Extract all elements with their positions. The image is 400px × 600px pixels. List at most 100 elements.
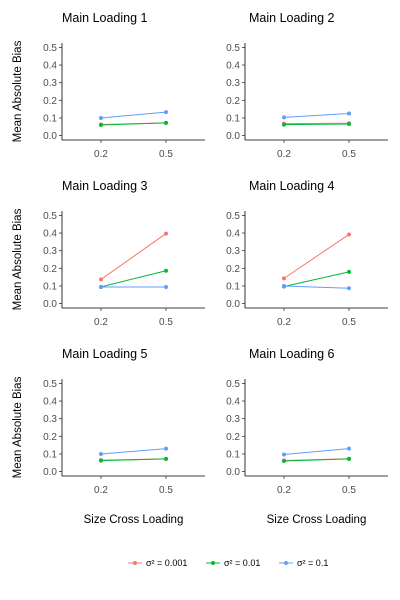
series-line [283,458,350,462]
y-tick-label: 0.1 [43,113,57,124]
facet-panel: Main Loading 3 0.0 0.1 0.2 0.3 0.4 0.5 0.2 0.5 [43,179,205,328]
series-line [283,285,350,289]
series-line [100,122,167,126]
facet-title: Main Loading 5 [62,347,148,361]
x-tick-label: 0.2 [94,485,108,496]
data-point [164,231,168,236]
y-tick-label: 0.3 [43,414,57,425]
y-tick-label: 0.5 [226,379,240,390]
y-tick-label: 0.2 [43,432,57,443]
data-point [99,277,103,282]
series-line [283,113,350,118]
series-line [283,448,350,455]
series-line [100,233,167,280]
data-point [347,286,351,291]
data-point [164,268,168,273]
y-tick-label: 0.0 [226,467,240,478]
y-tick-label: 0.0 [43,131,57,142]
x-tick-label: 0.2 [277,317,291,328]
facet-title: Main Loading 3 [62,179,148,193]
data-point [164,446,168,451]
legend-label: σ² = 0.001 [146,558,187,568]
y-axis-title: Mean Absolute Bias [12,208,24,310]
series-line [283,123,350,126]
data-point [282,276,286,281]
x-tick-label: 0.2 [94,149,108,160]
data-point [347,232,351,237]
facet-panel: Main Loading 4 0.0 0.1 0.2 0.3 0.4 0.5 0.2 0.5 [226,179,388,328]
legend-label: σ² = 0.01 [224,558,260,568]
x-tick-label: 0.2 [277,149,291,160]
facet-title: Main Loading 4 [249,179,335,193]
x-tick-label: 0.5 [159,149,173,160]
data-point [347,456,351,461]
facet-panel: Main Loading 1 0.0 0.1 0.2 0.3 0.4 0.5 0.2 0.5 [43,11,205,160]
facet-panel: Main Loading 5 0.0 0.1 0.2 0.3 0.4 0.5 0.2 0.5 [43,347,205,496]
data-point [99,458,103,463]
x-axis-title: Size Cross Loading [84,514,184,526]
data-point [347,269,351,274]
data-point [282,283,286,288]
y-tick-label: 0.3 [43,246,57,257]
series-line [283,271,350,287]
x-tick-label: 0.2 [94,317,108,328]
series-line [100,111,167,119]
data-point [282,452,286,457]
x-axis-title: Size Cross Loading [267,514,367,526]
x-tick-label: 0.5 [342,149,356,160]
data-point [99,285,103,290]
y-tick-label: 0.3 [226,246,240,257]
facet-panel: Main Loading 2 0.0 0.1 0.2 0.3 0.4 0.5 0.2 0.5 [226,11,388,160]
legend-item: σ² = 0.1 [279,558,328,568]
facet-title: Main Loading 6 [249,347,335,361]
series-line [100,448,167,455]
y-tick-label: 0.3 [226,78,240,89]
y-tick-label: 0.5 [226,43,240,54]
y-tick-label: 0.4 [226,397,240,408]
data-point [347,121,351,126]
y-tick-label: 0.1 [226,113,240,124]
y-tick-label: 0.2 [226,264,240,275]
y-tick-label: 0.4 [43,229,57,240]
data-point [164,110,168,115]
facet-panel: Main Loading 6 0.0 0.1 0.2 0.3 0.4 0.5 0.2 0.5 [226,347,388,496]
legend-key-point [284,561,288,565]
y-tick-label: 0.3 [43,78,57,89]
x-tick-label: 0.5 [342,485,356,496]
y-tick-label: 0.1 [226,449,240,460]
data-point [99,123,103,128]
y-tick-label: 0.3 [226,414,240,425]
data-point [164,456,168,461]
y-tick-label: 0.5 [43,43,57,54]
data-point [282,459,286,464]
y-tick-label: 0.0 [43,299,57,310]
y-tick-label: 0.5 [226,211,240,222]
y-tick-label: 0.2 [226,432,240,443]
y-axis-title: Mean Absolute Bias [12,40,24,142]
y-tick-label: 0.2 [226,96,240,107]
legend-label: σ² = 0.1 [297,558,328,568]
y-tick-label: 0.4 [43,397,57,408]
x-tick-label: 0.5 [159,485,173,496]
y-tick-label: 0.1 [226,281,240,292]
y-tick-label: 0.2 [43,96,57,107]
y-tick-label: 0.0 [226,131,240,142]
y-tick-label: 0.5 [43,211,57,222]
data-point [164,285,168,290]
series-line [283,234,350,279]
series-line [100,458,167,462]
data-point [99,451,103,456]
data-point [282,115,286,120]
x-tick-label: 0.2 [277,485,291,496]
legend-item: σ² = 0.01 [206,558,260,568]
y-tick-label: 0.2 [43,264,57,275]
data-point [99,115,103,120]
y-tick-label: 0.4 [226,61,240,72]
facet-title: Main Loading 1 [62,11,148,25]
series-line [100,270,167,288]
y-tick-label: 0.4 [226,229,240,240]
legend-key-point [211,561,215,565]
data-point [164,120,168,125]
x-tick-label: 0.5 [342,317,356,328]
